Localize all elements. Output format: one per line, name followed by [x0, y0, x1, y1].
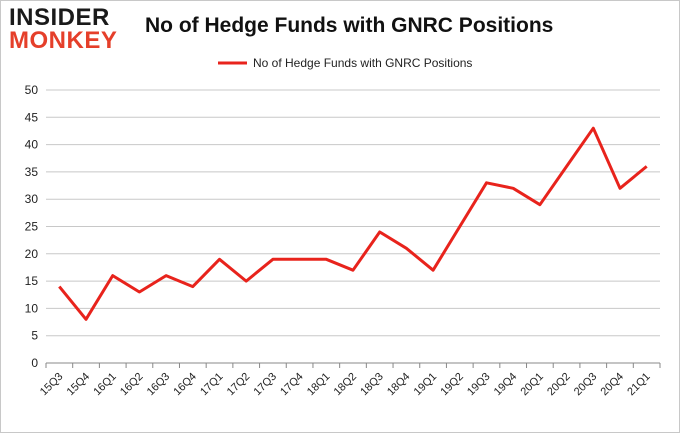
gridlines [46, 89, 660, 337]
chart-title: No of Hedge Funds with GNRC Positions [145, 14, 554, 37]
y-tick-label: 35 [25, 165, 39, 179]
y-tick-label: 10 [25, 301, 39, 315]
x-tick-label: 20Q4 [599, 371, 627, 399]
y-tick-label: 15 [25, 274, 39, 288]
logo-line-insider: INSIDER [9, 4, 110, 31]
x-tick-label: 20Q3 [572, 371, 600, 399]
x-tick-label: 16Q1 [91, 371, 119, 399]
x-tick-label: 15Q3 [38, 371, 66, 399]
y-axis-ticks: 0 5 10 15 20 25 30 35 40 45 50 [25, 83, 39, 370]
x-tick-label: 17Q3 [252, 371, 280, 399]
x-tick-label: 16Q3 [145, 371, 173, 399]
x-axis-ticks: 15Q3 15Q4 16Q1 16Q2 16Q3 16Q4 17Q1 17Q2 17Q3 17Q4… [38, 363, 661, 399]
y-tick-label: 45 [25, 110, 39, 124]
x-tick-label: 19Q2 [438, 371, 466, 399]
x-tick-label: 18Q2 [332, 371, 360, 399]
y-tick-label: 20 [25, 247, 39, 261]
series-line [58, 126, 648, 321]
x-tick-label: 21Q1 [625, 371, 653, 399]
y-tick-label: 30 [25, 192, 39, 206]
x-tick-label: 18Q3 [358, 371, 386, 399]
x-tick-label: 20Q1 [518, 371, 546, 399]
legend: No of Hedge Funds with GNRC Positions [218, 56, 472, 70]
legend-label: No of Hedge Funds with GNRC Positions [253, 56, 472, 70]
y-tick-label: 40 [25, 138, 39, 152]
x-tick-label: 16Q2 [118, 371, 146, 399]
x-tick-label: 17Q4 [278, 371, 306, 399]
x-tick-label: 20Q2 [545, 371, 573, 399]
x-tick-label: 16Q4 [171, 371, 199, 399]
y-tick-label: 0 [31, 356, 38, 370]
x-tick-label: 17Q2 [225, 371, 253, 399]
y-tick-label: 5 [31, 329, 38, 343]
x-tick-label: 15Q4 [65, 371, 93, 399]
x-tick-label: 18Q1 [305, 371, 333, 399]
logo-line-monkey: MONKEY [9, 27, 118, 54]
y-tick-label: 25 [25, 220, 39, 234]
y-tick-label: 50 [25, 83, 39, 97]
x-tick-label: 19Q3 [465, 371, 493, 399]
x-tick-label: 19Q1 [412, 371, 440, 399]
insider-monkey-logo: INSIDER MONKEY [9, 6, 127, 56]
x-tick-label: 18Q4 [385, 371, 413, 399]
series-lines [58, 126, 648, 321]
x-tick-label: 17Q1 [198, 371, 226, 399]
x-tick-label: 19Q4 [492, 371, 520, 399]
